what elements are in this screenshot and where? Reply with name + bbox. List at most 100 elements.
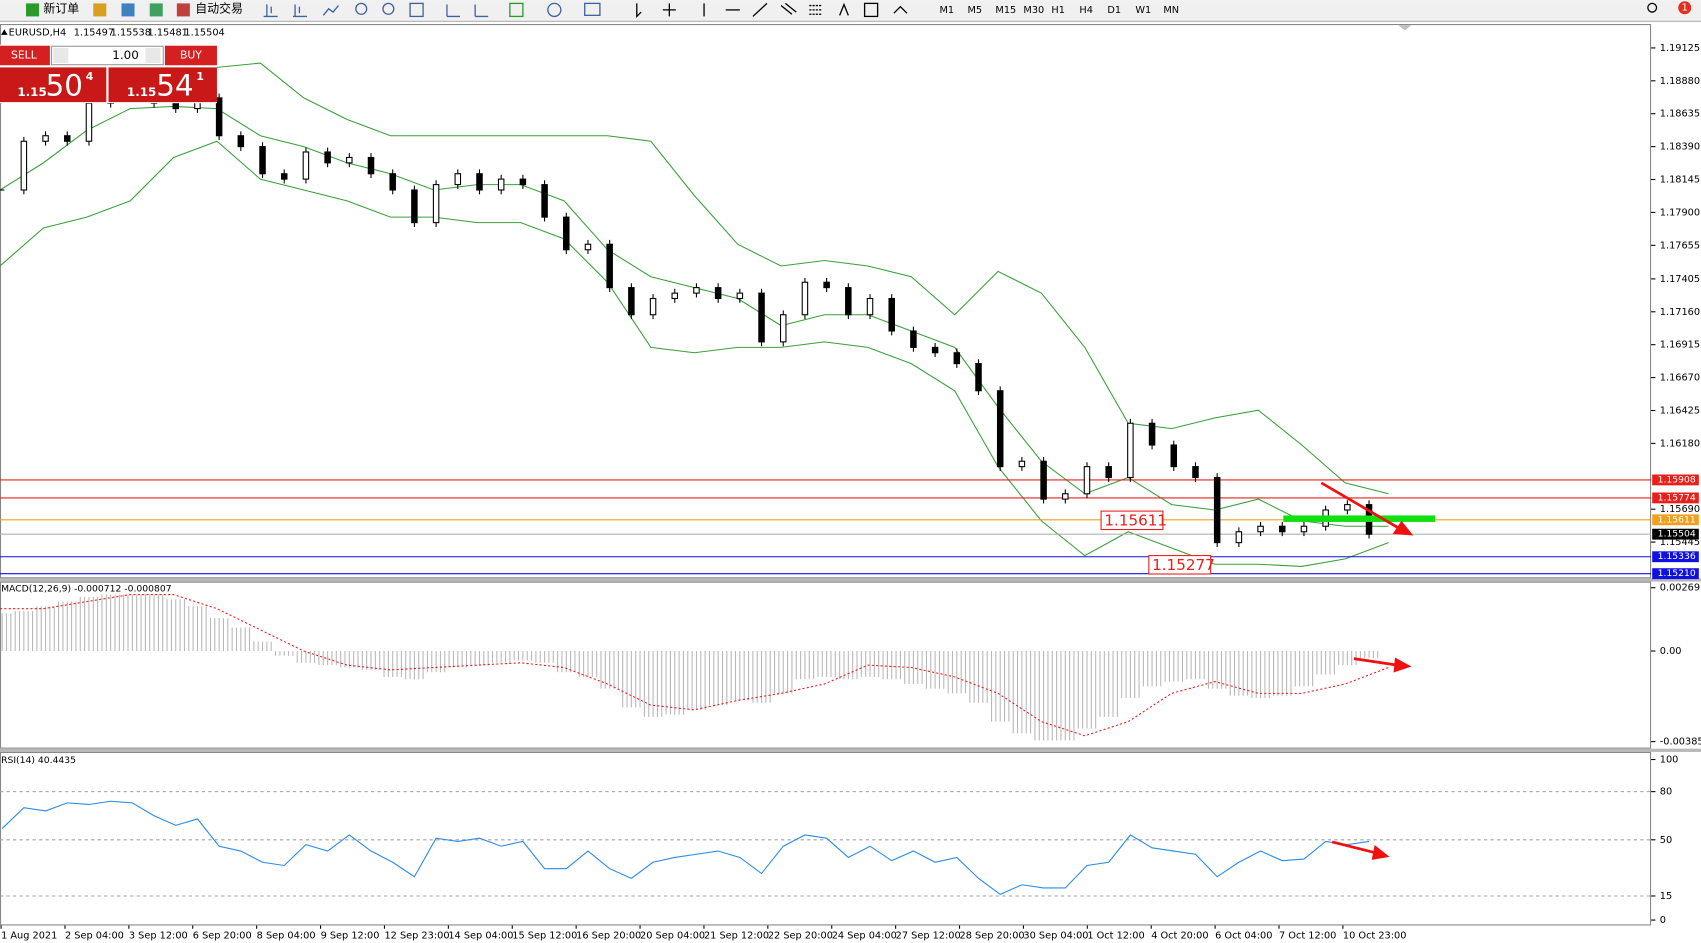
search-icon[interactable] (1647, 2, 1658, 13)
time-label: 9 Sep 12:00 (321, 930, 380, 941)
bar-chart-icon[interactable] (263, 4, 278, 18)
lot-input[interactable] (50, 45, 164, 66)
y-tick-label: 0 (1660, 915, 1666, 926)
ask-pips: 54 (156, 68, 193, 102)
candle (1213, 476, 1221, 544)
price-annotation-box[interactable] (1148, 555, 1212, 575)
arrow-head (1393, 657, 1412, 673)
candle (736, 292, 744, 300)
candle (476, 173, 483, 191)
cursor-icon[interactable] (636, 3, 642, 18)
auto-trading-icon[interactable] (176, 3, 190, 17)
support-zone[interactable] (1283, 515, 1436, 522)
trend-arrow[interactable] (1331, 840, 1376, 855)
toolbar-bg (0, 0, 1701, 21)
candle (1083, 466, 1091, 495)
label-icon[interactable] (863, 2, 879, 18)
timeframe-button[interactable]: M5 (967, 5, 982, 16)
price-level-tag (1652, 492, 1699, 504)
candle (823, 281, 830, 289)
auto-trading-button[interactable]: 自动交易 (195, 1, 243, 15)
channel-icon[interactable] (780, 2, 797, 15)
tool-icon[interactable] (149, 3, 163, 17)
lot-value[interactable]: 1.00 (112, 48, 139, 62)
candle (172, 102, 179, 110)
bollinger-lower (0, 140, 1389, 567)
bollinger-upper (0, 62, 1389, 495)
timeframe-button[interactable]: H1 (1051, 5, 1065, 16)
zoom-out-icon[interactable] (382, 2, 395, 15)
arrows-icon[interactable] (893, 5, 908, 14)
quote-value: 1.15481 (148, 28, 188, 39)
candle (64, 135, 71, 142)
candle (649, 297, 657, 316)
candle (237, 135, 245, 148)
candle-chart-icon[interactable] (292, 4, 308, 18)
time-label: 20 Sep 04:00 (640, 930, 705, 941)
timeframe-button[interactable]: MN (1163, 5, 1179, 16)
text-icon[interactable] (839, 2, 849, 16)
candle (432, 184, 440, 224)
toolbar-icons[interactable] (263, 2, 1658, 18)
candle (953, 352, 961, 365)
sell-button[interactable] (0, 45, 50, 66)
bid-fraction: 4 (86, 70, 94, 83)
notification-badge[interactable] (1678, 1, 1692, 15)
time-label: 7 Oct 12:00 (1279, 930, 1336, 941)
period-icon[interactable] (547, 2, 562, 18)
lot-up[interactable] (145, 47, 161, 64)
y-tick-label: 1.15445 (1660, 537, 1700, 548)
notification-count[interactable]: 1 (1682, 3, 1688, 14)
ask-price-box[interactable] (108, 67, 217, 103)
timeframe-bar: M1 M5 M15 M30 H1 H4 D1 W1 MN (939, 5, 1179, 16)
tool-icon[interactable] (121, 3, 135, 17)
tool-icon[interactable] (93, 3, 107, 17)
candle (411, 189, 418, 224)
trendline-icon[interactable] (752, 2, 768, 17)
candle (1235, 531, 1243, 544)
template-icon[interactable] (584, 2, 601, 16)
y-tick-label: 1.16425 (1660, 405, 1700, 416)
indicators-icon[interactable] (509, 2, 524, 18)
ask-big: 1.15 (127, 85, 156, 99)
trend-arrow[interactable] (1353, 657, 1398, 667)
shift-icon[interactable] (474, 4, 489, 18)
candle (931, 346, 939, 354)
timeframe-button[interactable]: M15 (995, 5, 1016, 16)
sell-label[interactable]: SELL (11, 48, 37, 61)
price-annotation[interactable]: 1.15277 (1152, 556, 1215, 574)
buy-label[interactable]: BUY (180, 48, 202, 61)
line-chart-icon[interactable] (322, 5, 339, 16)
timeframe-button[interactable]: M30 (1023, 5, 1044, 16)
macd-signal-line (0, 594, 1389, 737)
bid-price-box[interactable] (0, 67, 107, 103)
trend-arrow[interactable] (1320, 481, 1401, 530)
price-annotation[interactable]: 1.15611 (1104, 511, 1167, 529)
new-order-button[interactable]: 新订单 (43, 1, 79, 15)
lot-down[interactable] (53, 47, 69, 64)
tile-icon[interactable] (409, 2, 424, 18)
buy-button[interactable] (164, 45, 217, 66)
zoom-in-icon[interactable] (355, 2, 368, 15)
crosshair-icon[interactable] (662, 3, 676, 17)
bid-pips: 50 (46, 68, 83, 102)
candle (693, 287, 700, 294)
indicator-title: RSI(14) 40.4435 (1, 755, 76, 766)
shift-marker (1398, 25, 1412, 31)
price-annotation-box[interactable] (1100, 510, 1164, 531)
candle (454, 173, 462, 186)
timeframe-button[interactable]: M1 (939, 5, 954, 16)
autoscroll-icon[interactable] (446, 4, 460, 18)
price-level-tag (1652, 528, 1699, 540)
fibo-icon[interactable] (809, 4, 823, 15)
time-label: 6 Oct 04:00 (1215, 930, 1272, 941)
timeframe-button[interactable]: W1 (1135, 5, 1151, 16)
timeframe-button[interactable]: D1 (1107, 5, 1121, 16)
price-level-tag (1652, 474, 1699, 486)
price-level-label: 1.15611 (1658, 514, 1696, 525)
timeframe-button[interactable]: H4 (1079, 5, 1093, 16)
new-order-icon[interactable] (26, 3, 40, 17)
time-label: 1 Aug 2021 (1, 930, 57, 941)
candle (324, 151, 331, 164)
